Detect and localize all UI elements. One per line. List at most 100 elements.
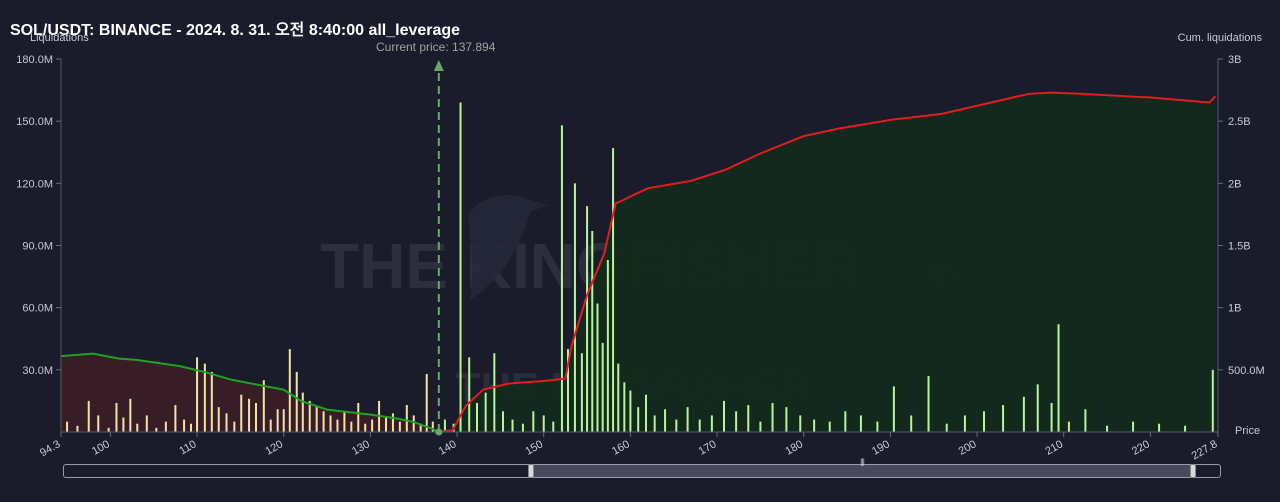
navigator-right-handle[interactable]: [1190, 464, 1196, 478]
long-liquidation-bar: [233, 421, 236, 432]
long-liquidation-bar: [196, 357, 199, 432]
y-tick-label: 180.0M: [16, 54, 53, 66]
short-liquidation-bar: [945, 423, 948, 432]
short-liquidation-bar: [1184, 425, 1187, 432]
y2-tick-label: 1B: [1228, 303, 1241, 315]
short-liquidation-bar: [983, 411, 985, 432]
short-liquidation-bar: [710, 415, 713, 432]
long-liquidation-bar: [276, 409, 279, 432]
long-liquidation-bar: [136, 423, 139, 432]
long-liquidation-bar: [371, 419, 374, 432]
liquidation-chart: THE KINGFISHER.IOTHE KINGFISHER 30.0M60.…: [16, 54, 1265, 462]
short-liquidation-bar: [698, 419, 701, 432]
short-liquidation-bar: [623, 382, 626, 432]
x-tick-label: 94.3: [38, 438, 63, 459]
short-liquidation-bar: [468, 357, 471, 432]
short-liquidation-bar: [552, 421, 555, 432]
long-liquidation-bar: [269, 419, 272, 432]
short-liquidation-bar: [1057, 324, 1060, 432]
long-liquidation-bar: [255, 402, 257, 432]
long-liquidation-bar: [391, 413, 394, 432]
navigator-grip-icon[interactable]: |||: [859, 458, 865, 466]
short-liquidation-bar: [892, 386, 895, 432]
long-liquidation-bar: [164, 421, 167, 432]
long-liquidation-bar: [398, 421, 401, 432]
y-axis-title: Liquidations: [30, 32, 89, 44]
long-liquidation-bar: [412, 415, 415, 432]
short-liquidation-bar: [521, 423, 524, 432]
long-liquidation-bar: [107, 427, 110, 432]
x-tick-label: 180: [783, 438, 805, 458]
long-liquidation-bar: [87, 400, 90, 432]
short-liquidation-bar: [653, 415, 656, 432]
long-liquidation-bar: [308, 400, 311, 432]
short-liquidation-bar: [1036, 384, 1039, 432]
short-liquidation-bar: [511, 419, 514, 432]
short-liquidation-bar: [476, 402, 478, 432]
short-liquidation-bar: [799, 415, 802, 432]
cumulative-short-area: [438, 92, 1216, 432]
long-liquidation-bar: [301, 392, 304, 432]
current-price-arrow-icon: [433, 60, 444, 71]
short-liquidation-bar: [828, 421, 831, 432]
y-tick-label: 30.0M: [22, 365, 53, 377]
navigator-selection[interactable]: |||: [532, 458, 1194, 477]
short-liquidation-bar: [664, 409, 667, 432]
kingfisher-bird-icon: [468, 195, 548, 300]
y-tick-label: 90.0M: [22, 241, 53, 253]
short-liquidation-bar: [580, 353, 583, 432]
long-liquidation-bar: [343, 411, 346, 432]
long-liquidation-bar: [240, 394, 243, 432]
short-liquidation-bar: [459, 102, 462, 433]
long-liquidation-bar: [174, 405, 177, 432]
short-liquidation-bar: [859, 415, 862, 432]
long-liquidation-bar: [405, 405, 408, 432]
short-liquidation-bar: [910, 415, 913, 432]
current-price-label: Current price: 137.894: [376, 40, 496, 54]
short-liquidation-bar: [532, 411, 535, 432]
x-tick-label: 120: [263, 438, 285, 458]
y2-tick-label: 2.5B: [1228, 116, 1251, 128]
long-liquidation-bar: [431, 421, 434, 432]
short-liquidation-bar: [601, 342, 604, 432]
range-navigator[interactable]: |||: [63, 458, 1221, 478]
long-liquidation-bar: [190, 423, 192, 432]
long-liquidation-bar: [66, 421, 69, 432]
cumulative-short-line: [438, 91, 1217, 433]
short-liquidation-bar: [1084, 409, 1087, 432]
short-liquidation-bar: [560, 125, 563, 433]
short-liquidation-bar: [617, 363, 620, 432]
long-liquidation-bar: [122, 417, 125, 432]
y-tick-label: 60.0M: [22, 303, 53, 315]
long-liquidation-bar: [282, 409, 285, 432]
x-tick-label: 200: [957, 438, 979, 458]
long-liquidation-bar: [295, 371, 298, 432]
long-liquidation-bar: [322, 411, 325, 432]
long-liquidation-bar: [288, 349, 291, 432]
short-liquidation-bar: [723, 400, 725, 432]
x-tick-label: 210: [1043, 438, 1065, 458]
y2-axis-title: Cum. liquidations: [1177, 32, 1262, 44]
long-liquidation-bar: [129, 398, 132, 432]
chart-title: SOL/USDT: BINANCE - 2024. 8. 31. 오전 8:40…: [10, 22, 461, 39]
x-tick-label: 100: [90, 438, 112, 458]
long-liquidation-bar: [248, 398, 251, 432]
long-liquidation-bar: [155, 427, 158, 432]
short-liquidation-bar: [629, 390, 632, 432]
short-liquidation-bar: [813, 419, 816, 432]
x-tick-label: 160: [610, 438, 632, 458]
short-liquidation-bar: [747, 405, 750, 432]
y2-tick-label: 500.0M: [1228, 365, 1265, 377]
short-liquidation-bar: [771, 402, 774, 432]
x-tick-label: 150: [523, 438, 545, 458]
long-liquidation-bar: [425, 373, 428, 432]
short-liquidation-bar: [1050, 402, 1053, 432]
short-liquidation-bar: [637, 407, 640, 432]
short-liquidation-bar: [1106, 425, 1109, 432]
short-liquidation-bar: [493, 353, 496, 432]
y2-tick-label: 2B: [1228, 178, 1241, 190]
long-liquidation-bar: [385, 417, 387, 432]
navigator-left-handle[interactable]: [528, 464, 534, 478]
long-liquidation-bar: [210, 371, 213, 432]
long-liquidation-bar: [329, 415, 332, 432]
